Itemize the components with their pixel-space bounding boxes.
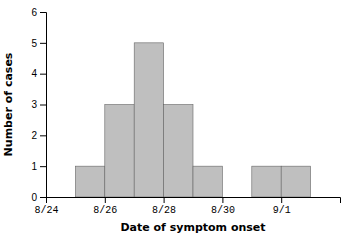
x-tick-label: 8/26 — [93, 205, 117, 216]
y-tick: 3 — [31, 99, 46, 110]
y-tick-label: 6 — [31, 7, 37, 18]
bar — [105, 105, 134, 198]
bar — [75, 166, 104, 197]
bars — [75, 43, 310, 197]
y-tick-mark — [40, 74, 46, 75]
bar — [134, 43, 163, 197]
x-tick-label: 8/24 — [34, 205, 58, 216]
y-axis: 0 1 2 3 4 5 6 — [31, 7, 46, 203]
y-tick-label: 1 — [31, 161, 37, 172]
y-tick: 2 — [31, 130, 46, 141]
bar — [164, 105, 193, 198]
y-tick-mark — [40, 135, 46, 136]
x-tick: 8/28 — [152, 197, 176, 216]
y-tick: 6 — [31, 7, 46, 18]
x-tick: 8/30 — [211, 197, 235, 216]
y-axis-line — [40, 13, 47, 198]
y-tick-label: 5 — [31, 38, 37, 49]
x-tick-mark — [164, 197, 165, 203]
y-tick-label: 2 — [31, 130, 37, 141]
bar — [193, 166, 222, 197]
y-tick-mark — [40, 12, 46, 13]
y-tick-label: 3 — [31, 99, 37, 110]
plot-area: 8/24 8/26 8/28 8/30 9/1 0 1 2 3 4 5 6 — [31, 7, 340, 216]
chart: 8/24 8/26 8/28 8/30 9/1 0 1 2 3 4 5 6 Date of sympto… — [0, 0, 354, 237]
x-tick-mark — [105, 197, 106, 203]
x-axis: 8/24 8/26 8/28 8/30 9/1 — [34, 197, 340, 216]
y-tick-label: 4 — [31, 68, 37, 79]
y-tick-mark — [40, 105, 46, 106]
x-axis-title: Date of symptom onset — [120, 221, 265, 234]
bar — [281, 166, 310, 197]
y-tick-mark — [40, 197, 46, 198]
y-tick-mark — [40, 43, 46, 44]
y-tick-label: 0 — [31, 192, 37, 203]
y-tick: 0 — [31, 192, 46, 203]
x-tick-label: 8/28 — [152, 205, 176, 216]
x-axis-line — [47, 198, 341, 204]
x-tick: 9/1 — [273, 197, 291, 216]
x-tick-label: 8/30 — [211, 205, 235, 216]
bar — [252, 166, 281, 197]
x-tick-label: 9/1 — [273, 205, 291, 216]
y-axis-title: Number of cases — [2, 52, 15, 156]
y-tick: 4 — [31, 68, 46, 79]
x-tick: 8/24 — [34, 197, 58, 216]
x-tick: 8/26 — [93, 197, 117, 216]
y-tick: 5 — [31, 38, 46, 49]
x-tick-mark — [222, 197, 223, 203]
x-tick-mark — [281, 197, 282, 203]
y-tick-mark — [40, 166, 46, 167]
y-tick: 1 — [31, 161, 46, 172]
